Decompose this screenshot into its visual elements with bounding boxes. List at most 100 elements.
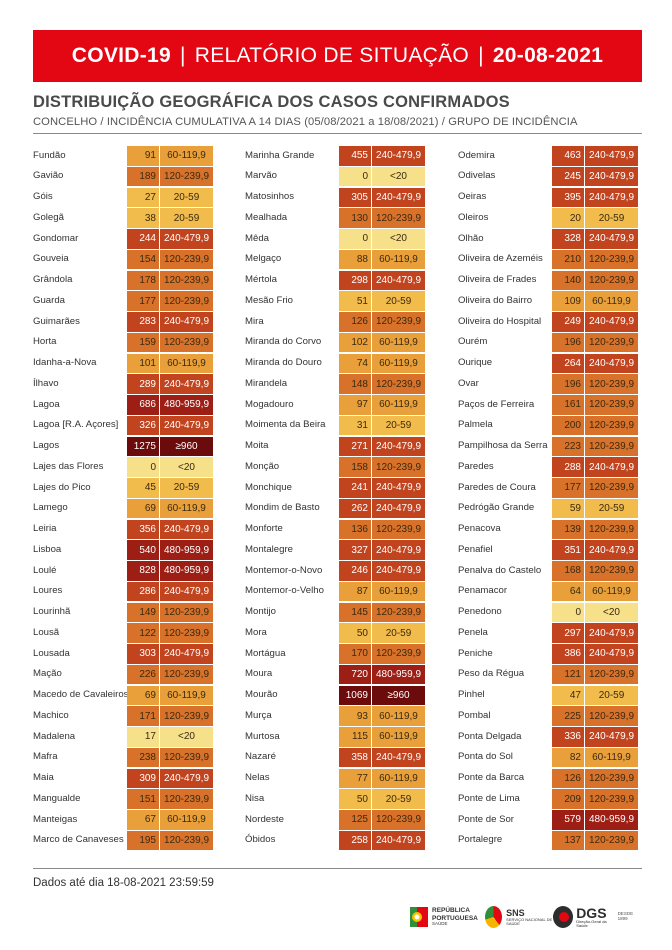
incidence-group: 60-119,9 xyxy=(372,581,425,602)
incidence-group: 240-479,9 xyxy=(372,436,425,456)
municipality-row: Penafiel 351 240-479,9 xyxy=(458,540,645,561)
municipality-row: Góis 27 20-59 xyxy=(33,187,220,209)
incidence-group: 240-479,9 xyxy=(160,374,213,394)
municipality-row: Odemira 463 240-479,9 xyxy=(458,146,645,167)
incidence-value: 170 xyxy=(339,644,371,664)
municipality-row: Paredes 288 240-479,9 xyxy=(458,457,645,478)
dgs-mark-icon xyxy=(553,906,574,928)
municipality-name: Lagoa xyxy=(33,398,60,410)
incidence-value: 288 xyxy=(552,457,584,477)
incidence-group: 120-239,9 xyxy=(160,249,213,270)
incidence-value: 309 xyxy=(127,768,159,788)
incidence-group: 20-59 xyxy=(372,789,425,809)
incidence-group: 60-119,9 xyxy=(372,706,425,726)
incidence-group: 120-239,9 xyxy=(585,415,638,436)
municipality-row: Miranda do Douro 74 60-119,9 xyxy=(245,353,432,375)
incidence-group: 240-479,9 xyxy=(372,146,425,166)
municipality-row: Madalena 17 <20 xyxy=(33,727,220,748)
municipality-row: Mortágua 170 120-239,9 xyxy=(245,644,432,665)
incidence-group: 60-119,9 xyxy=(160,810,213,830)
municipality-row: Guimarães 283 240-479,9 xyxy=(33,312,220,333)
incidence-group: 240-479,9 xyxy=(372,478,425,498)
incidence-value: 67 xyxy=(127,810,159,830)
incidence-group: 20-59 xyxy=(160,187,213,207)
incidence-value: 286 xyxy=(127,581,159,602)
incidence-group: 120-239,9 xyxy=(160,664,213,685)
incidence-group: 480-959,9 xyxy=(585,810,638,830)
municipality-row: Paços de Ferreira 161 120-239,9 xyxy=(458,395,645,416)
municipality-row: Ílhavo 289 240-479,9 xyxy=(33,374,220,395)
municipality-row: Nelas 77 60-119,9 xyxy=(245,768,432,790)
municipality-row: Mourão 1069 ≥960 xyxy=(245,685,432,707)
incidence-group: 240-479,9 xyxy=(160,644,213,664)
municipality-row: Peniche 386 240-479,9 xyxy=(458,644,645,665)
incidence-group: 120-239,9 xyxy=(585,830,638,851)
municipality-name: Penamacor xyxy=(458,585,508,597)
municipality-row: Oleiros 20 20-59 xyxy=(458,208,645,229)
incidence-value: 298 xyxy=(339,270,371,290)
incidence-value: 31 xyxy=(339,415,371,436)
incidence-group: 480-959,9 xyxy=(160,540,213,560)
municipality-name: Ponte de Lima xyxy=(458,792,520,804)
municipality-row: Lousã 122 120-239,9 xyxy=(33,623,220,644)
municipality-name: Mêda xyxy=(245,232,269,244)
incidence-group: <20 xyxy=(585,602,638,622)
incidence-value: 209 xyxy=(552,789,584,809)
incidence-group: 240-479,9 xyxy=(160,312,213,332)
municipality-row: Horta 159 120-239,9 xyxy=(33,332,220,354)
incidence-value: 720 xyxy=(339,664,371,685)
incidence-group: 20-59 xyxy=(372,623,425,643)
incidence-value: 93 xyxy=(339,706,371,726)
municipality-name: Mesão Frio xyxy=(245,294,293,306)
incidence-value: 59 xyxy=(552,498,584,519)
incidence-value: 327 xyxy=(339,540,371,560)
municipality-row: Murtosa 115 60-119,9 xyxy=(245,727,432,748)
footer-logos: REPÚBLICA PORTUGUESA SAÚDE SNS SERVIÇO N… xyxy=(410,902,642,932)
municipality-name: Óbidos xyxy=(245,834,276,846)
municipality-name: Lousada xyxy=(33,647,70,659)
municipality-name: Grândola xyxy=(33,274,73,286)
incidence-group: <20 xyxy=(160,457,213,477)
municipality-row: Penacova 139 120-239,9 xyxy=(458,519,645,541)
municipality-name: Melgaço xyxy=(245,253,282,265)
logo-rp-line3: SAÚDE xyxy=(432,920,448,926)
incidence-value: 38 xyxy=(127,208,159,228)
incidence-group: 60-119,9 xyxy=(160,353,213,373)
incidence-value: 262 xyxy=(339,498,371,519)
incidence-value: 1275 xyxy=(127,436,159,456)
incidence-group: ≥960 xyxy=(160,436,213,456)
municipality-name: Leiria xyxy=(33,523,57,535)
header-covid: COVID-19 xyxy=(71,44,171,67)
municipality-row: Nordeste 125 120-239,9 xyxy=(245,810,432,831)
municipality-row: Idanha-a-Nova 101 60-119,9 xyxy=(33,353,220,375)
municipality-row: Murça 93 60-119,9 xyxy=(245,706,432,727)
top-divider xyxy=(33,133,642,134)
incidence-value: 139 xyxy=(552,519,584,539)
incidence-group: 120-239,9 xyxy=(585,706,638,726)
municipality-name: Mortágua xyxy=(245,647,286,659)
incidence-value: 540 xyxy=(127,540,159,560)
municipality-name: Oleiros xyxy=(458,211,489,223)
incidence-value: 149 xyxy=(127,602,159,622)
municipality-row: Melgaço 88 60-119,9 xyxy=(245,249,432,271)
municipality-row: Gondomar 244 240-479,9 xyxy=(33,229,220,250)
incidence-value: 246 xyxy=(339,561,371,581)
incidence-group: 120-239,9 xyxy=(585,374,638,394)
coat-of-arms-icon xyxy=(410,907,428,927)
municipality-name: Lajes do Pico xyxy=(33,481,91,493)
page-title: DISTRIBUIÇÃO GEOGRÁFICA DOS CASOS CONFIR… xyxy=(33,93,510,111)
municipality-name: Oliveira de Frades xyxy=(458,274,537,286)
municipality-row: Mira 126 120-239,9 xyxy=(245,312,432,333)
municipality-name: Madalena xyxy=(33,730,76,742)
municipality-name: Mondim de Basto xyxy=(245,502,320,514)
incidence-value: 196 xyxy=(552,332,584,353)
municipality-row: Olhão 328 240-479,9 xyxy=(458,229,645,250)
municipality-row: Lajes das Flores 0 <20 xyxy=(33,457,220,478)
incidence-value: 297 xyxy=(552,623,584,643)
incidence-group: 60-119,9 xyxy=(585,581,638,602)
incidence-value: 130 xyxy=(339,208,371,228)
incidence-group: 240-479,9 xyxy=(160,415,213,436)
municipality-name: Idanha-a-Nova xyxy=(33,357,97,369)
incidence-group: 20-59 xyxy=(372,415,425,436)
municipality-row: Palmela 200 120-239,9 xyxy=(458,415,645,437)
